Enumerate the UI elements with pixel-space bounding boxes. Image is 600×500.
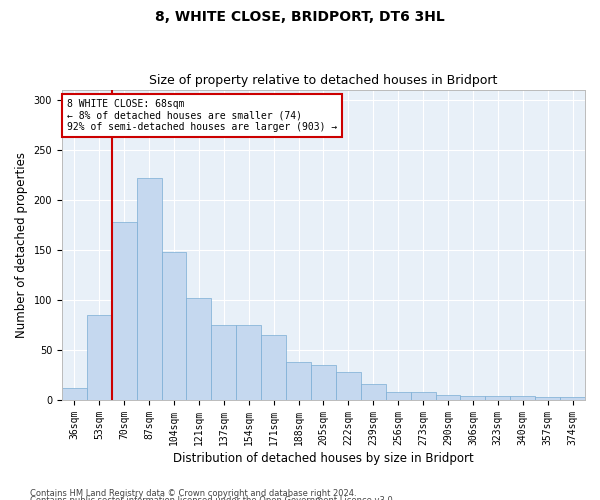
Bar: [161, 252, 187, 400]
X-axis label: Distribution of detached houses by size in Bridport: Distribution of detached houses by size …: [173, 452, 474, 465]
Bar: [87, 315, 112, 400]
Y-axis label: Number of detached properties: Number of detached properties: [15, 152, 28, 338]
Bar: [62, 388, 87, 400]
Bar: [286, 362, 311, 400]
Bar: [535, 397, 560, 400]
Bar: [112, 222, 137, 400]
Text: Contains HM Land Registry data © Crown copyright and database right 2024.: Contains HM Land Registry data © Crown c…: [30, 488, 356, 498]
Bar: [361, 384, 386, 400]
Bar: [336, 372, 361, 400]
Text: Contains public sector information licensed under the Open Government Licence v3: Contains public sector information licen…: [30, 496, 395, 500]
Bar: [386, 392, 410, 400]
Bar: [560, 397, 585, 400]
Bar: [510, 396, 535, 400]
Bar: [137, 178, 161, 400]
Bar: [460, 396, 485, 400]
Text: 8, WHITE CLOSE, BRIDPORT, DT6 3HL: 8, WHITE CLOSE, BRIDPORT, DT6 3HL: [155, 10, 445, 24]
Bar: [187, 298, 211, 400]
Bar: [261, 335, 286, 400]
Bar: [410, 392, 436, 400]
Bar: [485, 396, 510, 400]
Text: 8 WHITE CLOSE: 68sqm
← 8% of detached houses are smaller (74)
92% of semi-detach: 8 WHITE CLOSE: 68sqm ← 8% of detached ho…: [67, 99, 337, 132]
Bar: [436, 395, 460, 400]
Title: Size of property relative to detached houses in Bridport: Size of property relative to detached ho…: [149, 74, 497, 87]
Bar: [211, 325, 236, 400]
Bar: [236, 325, 261, 400]
Bar: [311, 365, 336, 400]
